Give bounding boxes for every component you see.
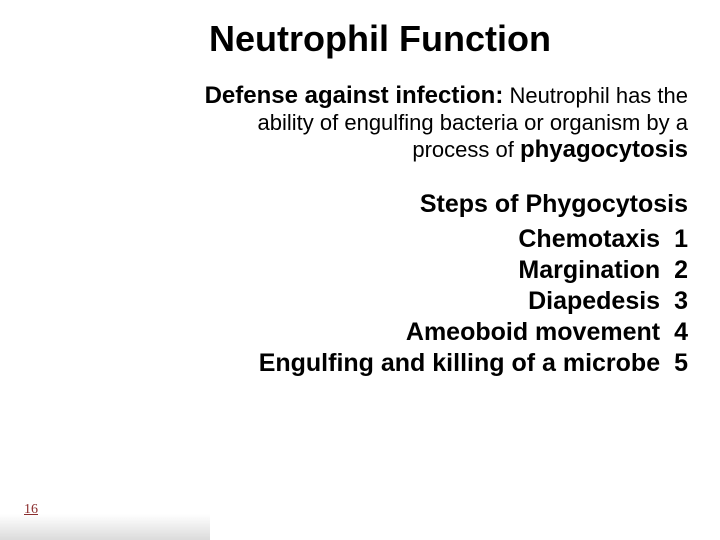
step-number: 3: [674, 287, 688, 316]
slide-container: Neutrophil Function Defense against infe…: [0, 0, 720, 540]
steps-heading: Steps of Phygocytosis: [30, 190, 690, 219]
intro-line-2: ability of engulfing bacteria or organis…: [30, 110, 688, 136]
slide-title: Neutrophil Function: [70, 18, 690, 60]
step-number: 5: [674, 349, 688, 378]
step-label: Ameoboid movement: [30, 318, 660, 347]
step-number: 1: [674, 225, 688, 254]
page-number: 16: [24, 502, 38, 518]
step-label: Diapedesis: [30, 287, 660, 316]
step-label: Margination: [30, 256, 660, 285]
intro-paragraph: Defense against infection: Neutrophil ha…: [30, 82, 690, 164]
steps-list: Chemotaxis 1 Margination 2 Diapedesis 3 …: [30, 225, 690, 378]
intro-line-3: process of phyagocytosis: [30, 136, 688, 164]
step-number: 4: [674, 318, 688, 347]
intro-line1-rest: Neutrophil has the: [503, 83, 688, 108]
step-label: Chemotaxis: [30, 225, 660, 254]
intro-line-1: Defense against infection: Neutrophil ha…: [30, 82, 688, 110]
intro-line3-plain: process of: [412, 137, 520, 162]
intro-line3-bold: phyagocytosis: [520, 136, 688, 163]
step-label: Engulfing and killing of a microbe: [30, 349, 660, 378]
intro-lead: Defense against infection:: [205, 82, 504, 109]
step-number: 2: [674, 256, 688, 285]
